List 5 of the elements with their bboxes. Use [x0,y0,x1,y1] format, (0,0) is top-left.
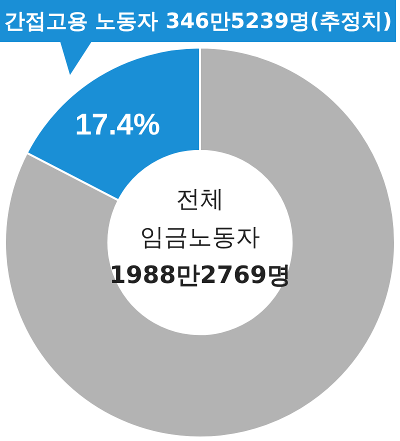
chart-title: 간접고용 노동자 346만5239명(추정치) [0,0,396,42]
text: 임금노동자 [139,222,261,253]
text: 1988만2769명 [108,260,292,291]
data-label: 17.4% [74,108,160,142]
text: 전체 [175,184,225,215]
